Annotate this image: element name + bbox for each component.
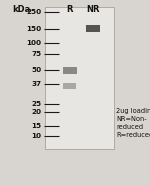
Bar	[63, 83, 76, 89]
Text: 100: 100	[26, 40, 41, 46]
Text: 25: 25	[31, 101, 41, 107]
Text: R: R	[66, 5, 73, 14]
Text: 50: 50	[31, 67, 41, 73]
Text: 10: 10	[31, 133, 41, 139]
Bar	[45, 7, 114, 149]
Text: 2ug loading
NR=Non-
reduced
R=reduced: 2ug loading NR=Non- reduced R=reduced	[116, 108, 150, 138]
Text: 15: 15	[31, 123, 41, 129]
Text: 150: 150	[26, 26, 41, 32]
Text: 37: 37	[31, 81, 41, 87]
Text: 75: 75	[31, 51, 41, 57]
Text: kDa: kDa	[13, 5, 31, 14]
Bar	[86, 25, 100, 32]
Bar	[63, 67, 77, 74]
Text: NR: NR	[86, 5, 100, 14]
Text: 20: 20	[31, 109, 41, 115]
Text: 250: 250	[26, 9, 41, 15]
